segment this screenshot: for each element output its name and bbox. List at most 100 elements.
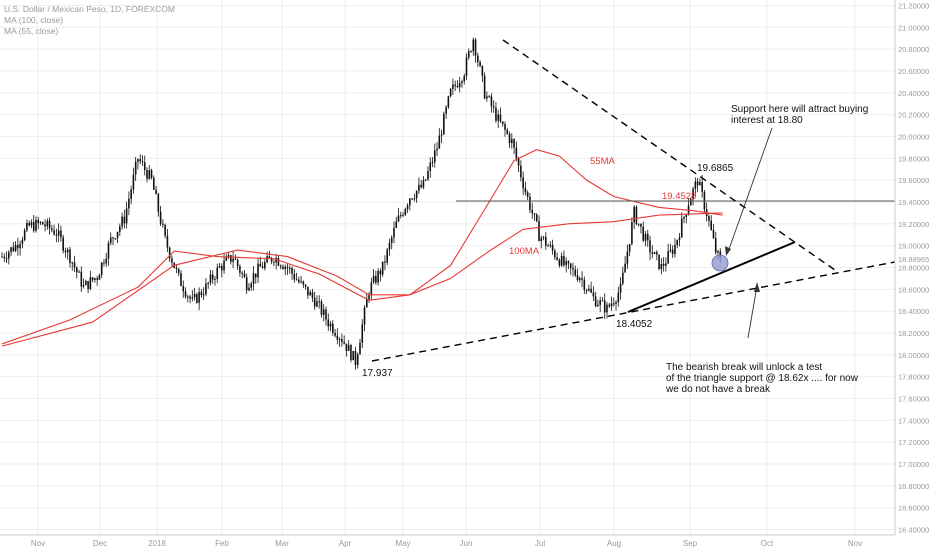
price-candle xyxy=(696,177,699,193)
price-candle xyxy=(488,95,490,98)
price-candle xyxy=(651,245,654,259)
price-candle xyxy=(433,143,436,168)
price-candle xyxy=(313,291,316,310)
price-candle xyxy=(483,72,486,100)
price-candle xyxy=(372,269,375,285)
price-candle xyxy=(431,157,434,168)
price-candle xyxy=(304,284,307,290)
price-candle xyxy=(119,223,121,236)
price-candle xyxy=(196,292,198,304)
legend-symbol: U.S. Dollar / Mexican Peso, 1D, FOREXCOM xyxy=(4,4,175,14)
price-candle xyxy=(57,223,60,243)
price-candle xyxy=(529,193,531,214)
price-candle xyxy=(293,269,296,283)
price-candle xyxy=(497,109,500,129)
support-trendline xyxy=(627,241,796,313)
price-candle xyxy=(474,37,477,63)
price-candle xyxy=(402,212,404,218)
price-candle xyxy=(243,270,246,278)
price-candle xyxy=(608,302,611,308)
x-tick-label: Apr xyxy=(339,539,352,548)
price-candle xyxy=(690,197,692,206)
price-candle xyxy=(322,304,325,322)
y-tick-label: 20.40000 xyxy=(898,89,929,98)
price-candle xyxy=(175,264,178,274)
price-candle xyxy=(599,296,601,313)
price-candle xyxy=(69,246,71,268)
price-candle xyxy=(576,268,579,282)
price-candle xyxy=(12,242,15,253)
price-candle xyxy=(626,244,629,269)
y-tick-label: 17.00000 xyxy=(898,460,929,469)
x-tick-label: Dec xyxy=(93,539,107,548)
price-candle xyxy=(603,293,606,320)
price-candle xyxy=(526,190,529,201)
low-april-label: 17.937 xyxy=(362,368,393,379)
price-candle xyxy=(41,221,44,225)
price-candle xyxy=(644,231,647,247)
price-candle xyxy=(245,273,248,294)
ma100-line xyxy=(1,212,723,347)
y-tick-label: 17.60000 xyxy=(898,395,929,404)
price-candle xyxy=(73,255,76,272)
price-candle xyxy=(202,287,205,300)
x-tick-label: 2018 xyxy=(148,539,166,548)
price-candle xyxy=(23,228,26,242)
price-candle xyxy=(427,166,429,181)
y-tick-label: 18.80000 xyxy=(898,264,929,273)
low-july-label: 18.4052 xyxy=(616,319,653,330)
price-candle xyxy=(653,251,656,255)
price-candle xyxy=(191,290,194,302)
price-candle xyxy=(705,202,708,222)
price-candle xyxy=(17,237,19,256)
price-candle xyxy=(182,280,185,298)
price-candle xyxy=(44,219,46,232)
price-candle xyxy=(520,160,522,182)
price-candle xyxy=(597,299,599,307)
price-candle xyxy=(134,157,137,181)
price-candle xyxy=(21,236,24,249)
price-candle xyxy=(316,295,318,308)
price-candle xyxy=(347,340,350,351)
price-candle xyxy=(345,343,348,357)
price-candle xyxy=(103,258,105,267)
price-candle xyxy=(556,252,558,261)
price-candle xyxy=(590,281,592,294)
y-tick-label: 20.80000 xyxy=(898,45,929,54)
price-candle xyxy=(309,289,311,296)
price-candle xyxy=(447,95,450,109)
price-candle xyxy=(397,207,400,223)
price-candle xyxy=(456,80,459,89)
price-candle xyxy=(286,262,289,275)
price-candle xyxy=(395,216,398,229)
price-candle xyxy=(98,273,101,280)
legend-ma100: MA (100, close) xyxy=(4,15,64,25)
y-tick-label: 17.40000 xyxy=(898,416,929,425)
ma55-line xyxy=(1,148,723,345)
price-candle xyxy=(60,225,62,242)
price-candle xyxy=(359,338,361,355)
break-note-line3: we do not have a break xyxy=(665,384,771,395)
price-candle xyxy=(94,277,96,283)
price-candle xyxy=(535,213,538,223)
price-candle xyxy=(642,221,645,243)
price-candle xyxy=(209,269,212,286)
price-candle xyxy=(662,257,665,272)
price-candle xyxy=(132,167,135,194)
price-candle xyxy=(393,221,395,244)
y-tick-label: 16.60000 xyxy=(898,504,929,513)
price-candle xyxy=(384,255,386,271)
support-marker[interactable] xyxy=(711,254,729,272)
price-candle xyxy=(619,277,622,300)
price-candle xyxy=(370,277,373,301)
price-candle xyxy=(420,179,422,189)
price-candle xyxy=(565,257,567,273)
price-candle xyxy=(631,217,633,246)
price-candle xyxy=(572,262,574,277)
break-arrow-line xyxy=(747,285,758,339)
price-candle xyxy=(82,278,85,289)
price-candle xyxy=(350,343,352,363)
price-candle xyxy=(472,37,475,56)
